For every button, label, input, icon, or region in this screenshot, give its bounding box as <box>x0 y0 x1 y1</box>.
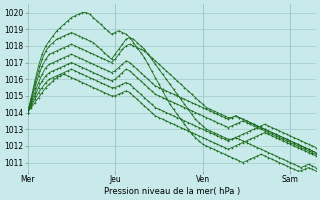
X-axis label: Pression niveau de la mer( hPa ): Pression niveau de la mer( hPa ) <box>104 187 240 196</box>
